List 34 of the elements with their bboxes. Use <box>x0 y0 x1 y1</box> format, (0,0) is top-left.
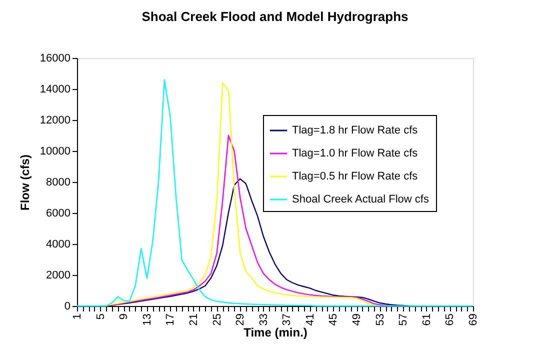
x-tick-label: 1 <box>72 314 84 320</box>
y-tick-label: 14000 <box>40 84 70 96</box>
x-tick-label: 53 <box>374 314 386 326</box>
legend-label: Tlag=0.5 hr Flow Rate cfs <box>292 170 418 182</box>
y-tick-label: 8000 <box>46 176 70 188</box>
y-tick-label: 6000 <box>46 208 70 220</box>
x-tick-label: 65 <box>444 314 456 326</box>
y-tick-label: 16000 <box>40 52 70 64</box>
x-tick-label: 61 <box>420 314 433 326</box>
x-tick-label: 69 <box>468 314 480 326</box>
x-tick-label: 13 <box>141 314 154 326</box>
x-tick-label: 37 <box>281 314 294 326</box>
x-tick-label: 41 <box>304 314 316 326</box>
x-axis-title: Time (min.) <box>244 326 308 340</box>
y-tick-label: 10000 <box>40 146 70 158</box>
x-tick-label: 5 <box>94 314 107 320</box>
y-tick-label: 4000 <box>46 238 70 250</box>
x-tick-label: 9 <box>118 314 130 320</box>
legend-label: Tlag=1.0 hr Flow Rate cfs <box>292 148 418 160</box>
y-tick-label: 0 <box>64 300 70 312</box>
chart-title: Shoal Creek Flood and Model Hydrographs <box>142 9 408 24</box>
x-tick-label: 25 <box>211 314 224 326</box>
x-tick-label: 21 <box>188 314 200 326</box>
x-tick-label: 17 <box>164 314 177 326</box>
legend-label: Shoal Creek Actual Flow cfs <box>292 194 430 206</box>
y-tick-label: 2000 <box>46 270 70 282</box>
y-tick-label: 12000 <box>40 114 70 126</box>
y-axis-title: Flow (cfs) <box>18 154 32 210</box>
x-tick-label: 49 <box>351 314 364 326</box>
x-tick-label: 45 <box>328 314 340 326</box>
x-tick-label: 29 <box>234 314 247 326</box>
legend-label: Tlag=1.8 hr Flow Rate cfs <box>292 124 418 136</box>
x-tick-label: 57 <box>398 314 410 326</box>
x-tick-label: 33 <box>258 314 270 326</box>
